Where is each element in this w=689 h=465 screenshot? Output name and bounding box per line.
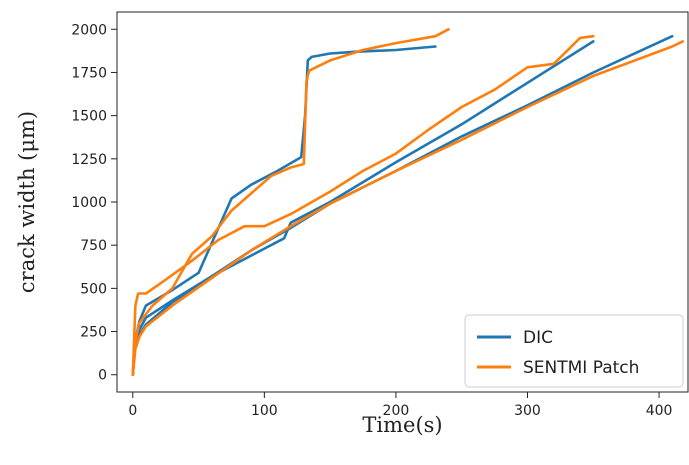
y-axis-ticks: 0 250 500 750 1000 1250 1500 1750 2000 — [71, 22, 117, 384]
legend-label: SENTMI Patch — [523, 358, 639, 378]
y-tick-label: 2000 — [71, 22, 107, 38]
series-line-dic-1 — [131, 45, 437, 377]
series-line-sentmi-patch-6 — [131, 40, 685, 377]
y-tick-label: 1000 — [71, 195, 107, 211]
y-tick-label: 500 — [80, 281, 107, 297]
y-axis-label: crack width (μm) — [15, 111, 39, 293]
series-line-sentmi-patch-5 — [131, 34, 595, 377]
y-tick-label: 1500 — [71, 109, 107, 125]
y-tick-label: 250 — [80, 325, 107, 341]
legend-label: DIC — [523, 328, 553, 348]
x-tick-label: 100 — [251, 403, 278, 419]
series-line-sentmi-patch-4 — [131, 27, 450, 377]
plot-lines — [131, 27, 685, 377]
y-tick-label: 750 — [80, 238, 107, 254]
legend: DIC SENTMI Patch — [464, 314, 684, 388]
x-axis-ticks: 0 100 200 300 400 — [128, 392, 672, 419]
x-tick-label: 200 — [383, 403, 410, 419]
x-tick-label: 300 — [514, 403, 541, 419]
series-line-dic-2 — [131, 40, 595, 377]
y-tick-label: 1750 — [71, 65, 107, 81]
y-tick-label: 1250 — [71, 152, 107, 168]
x-tick-label: 0 — [128, 403, 137, 419]
legend-box — [464, 314, 684, 388]
x-axis-label: Time(s) — [362, 413, 442, 437]
x-tick-label: 400 — [646, 403, 673, 419]
y-tick-label: 0 — [98, 368, 107, 384]
